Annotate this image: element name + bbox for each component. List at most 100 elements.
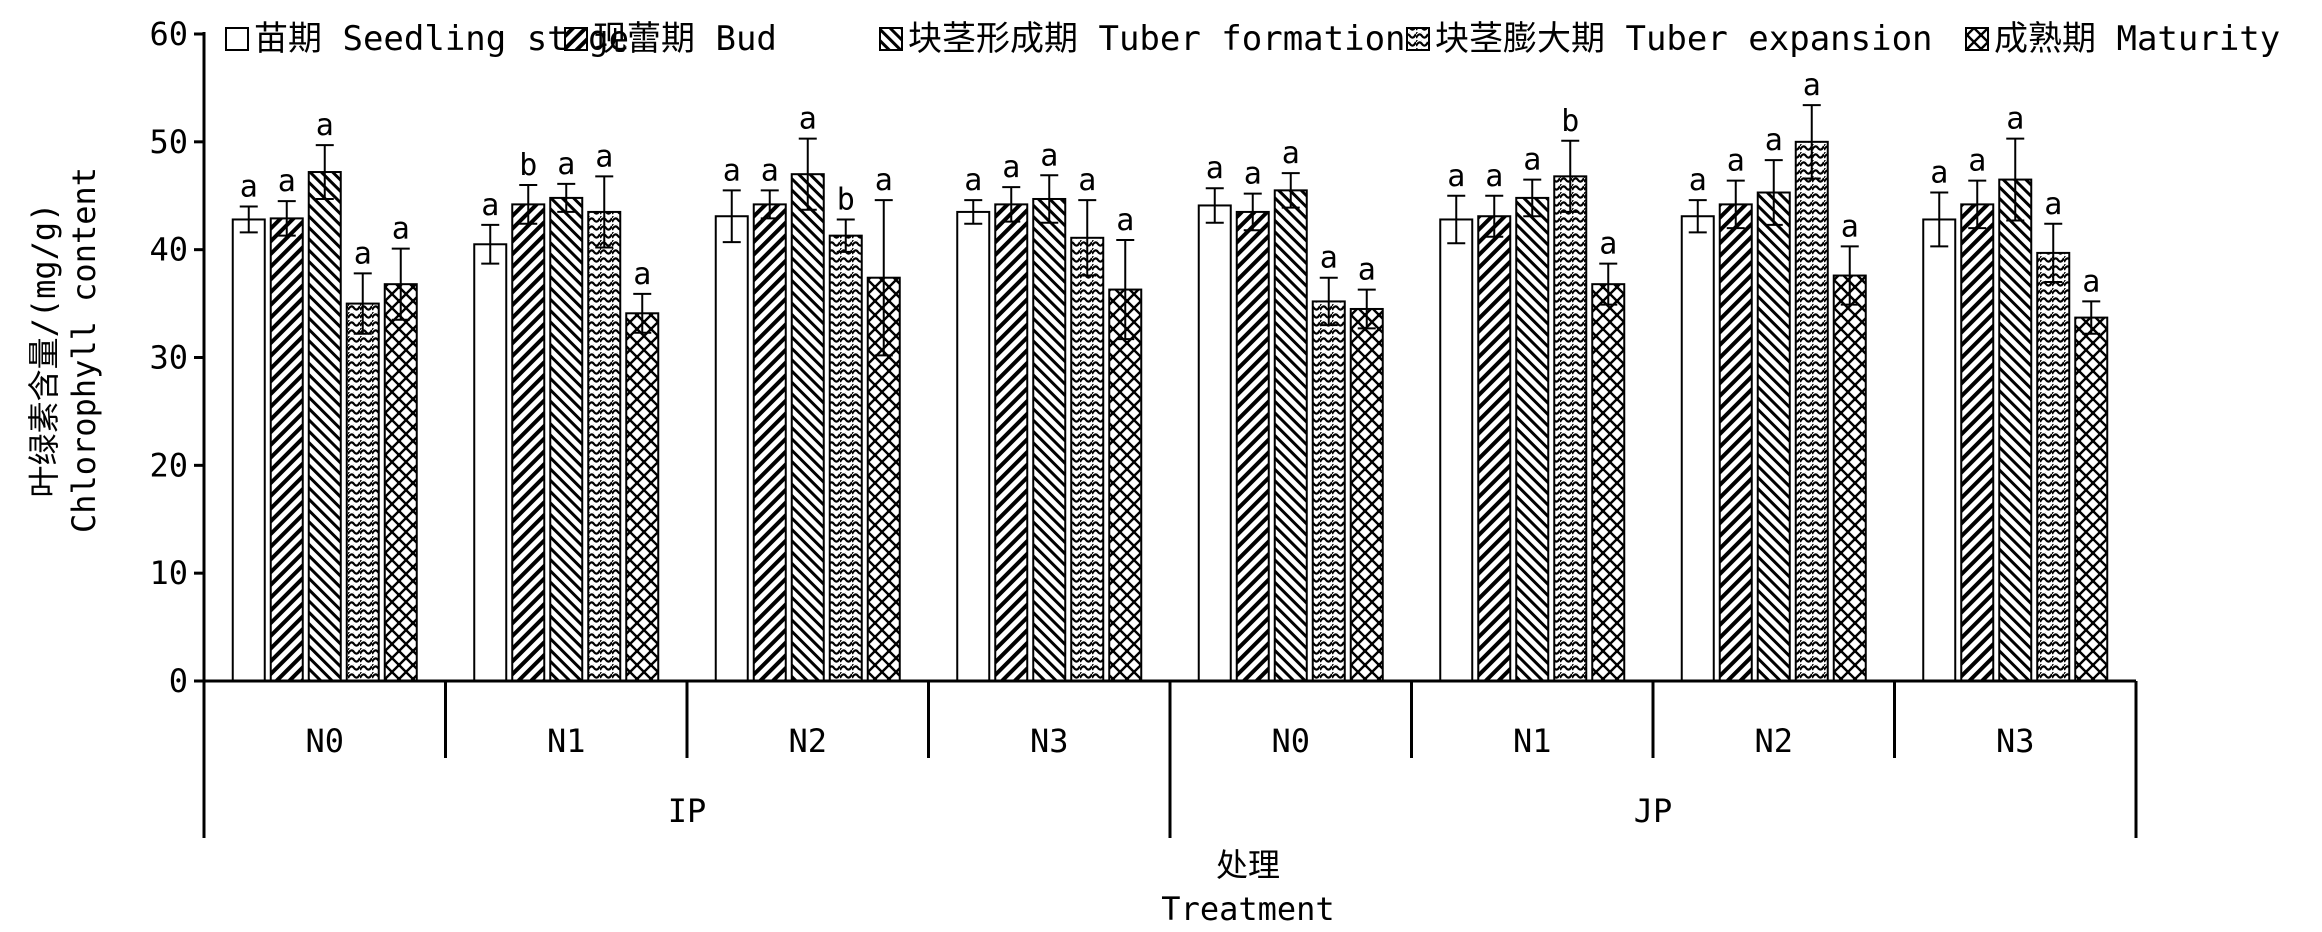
legend-entry: 块茎膨大期 Tuber expansion [1435,19,1933,59]
significance-letter: a [1320,241,1338,276]
significance-letter: a [723,153,741,188]
category-label: N0 [1271,722,1310,760]
significance-letter: a [316,108,334,143]
bar [1758,193,1790,681]
significance-letter: a [799,102,817,137]
significance-letter: a [1841,209,1859,244]
bar [1478,216,1510,681]
bar [233,219,265,681]
legend-entry: 现蕾期 Bud [593,19,777,59]
bar [1351,309,1383,681]
significance-letter: a [1358,253,1376,288]
bar [1109,290,1141,681]
significance-letter: a [1930,156,1948,191]
significance-letter: a [1116,203,1134,238]
x-axis-title-english: Treatment [1161,890,1334,928]
bar [716,216,748,681]
significance-letter: a [1485,159,1503,194]
category-label: N3 [1030,722,1069,760]
significance-letter: a [1078,163,1096,198]
legend-entry: 块茎形成期 Tuber formation [908,19,1406,59]
significance-letter: a [1727,144,1745,179]
y-tick-label: 40 [149,231,188,269]
bar [1440,219,1472,681]
bar [1516,198,1548,681]
significance-letter: a [964,163,982,198]
significance-letter: a [1523,143,1541,178]
y-axis-title-chinese: 叶绿素含量/(mg/g) [25,203,63,498]
significance-letter: a [278,164,296,199]
bar [474,244,506,681]
category-label: N1 [547,722,586,760]
significance-letter: a [2082,264,2100,299]
significance-letter: b [837,182,855,217]
bar [957,212,989,681]
significance-letter: a [1040,138,1058,173]
y-tick-label: 0 [169,662,188,700]
bar-series-layer [233,142,2108,681]
significance-letter: a [481,188,499,223]
significance-letter: a [2006,102,2024,137]
bar [626,313,658,681]
significance-letter: a [354,236,372,271]
bar [1834,276,1866,681]
significance-letter: a [1244,157,1262,192]
legend-entry: 成熟期 Maturity [1994,19,2280,59]
bar [1682,216,1714,681]
bar [1796,142,1828,681]
significance-letter: a [557,147,575,182]
significance-letter: a [392,212,410,247]
y-axis-title: 叶绿素含量/(mg/g) Chlorophyll content [25,167,103,533]
significance-letter: a [875,163,893,198]
bar [2037,253,2069,681]
y-tick-label: 20 [149,446,188,484]
bar [1999,180,2031,681]
bar [1199,205,1231,681]
significance-letter: a [1447,159,1465,194]
legend-swatch [1966,28,1988,50]
legend-swatch [1407,28,1429,50]
significance-letter: a [1002,150,1020,185]
bar [754,204,786,681]
x-axis-title-chinese: 处理 [1216,846,1280,884]
bar [1720,204,1752,681]
group-label: JP [1634,792,1673,830]
significance-letter: a [1282,136,1300,171]
bar [1071,238,1103,681]
y-tick-label: 50 [149,123,188,161]
bar [1275,190,1307,681]
significance-letter: a [1765,123,1783,158]
category-label: N2 [1754,722,1793,760]
significance-letter: b [519,148,537,183]
y-tick-label: 60 [149,15,188,53]
bar [830,236,862,681]
significance-letter: a [595,139,613,174]
legend-swatch [565,28,587,50]
bar [1237,212,1269,681]
category-label: N1 [1513,722,1552,760]
bar [385,284,417,681]
significance-letter: a [633,257,651,292]
y-tick-label: 30 [149,339,188,377]
y-tick-label: 10 [149,554,188,592]
bar [1961,204,1993,681]
legend-swatch [226,28,248,50]
category-label: N3 [1996,722,2035,760]
significance-letter: a [1968,144,1986,179]
y-axis-title-english: Chlorophyll content [65,167,103,533]
x-axis-title: 处理 Treatment [1161,846,1334,928]
significance-letter: a [1803,68,1821,103]
bar [271,218,303,681]
significance-letter: a [1689,163,1707,198]
significance-letter: a [1206,151,1224,186]
bar [792,174,824,681]
bar [1033,199,1065,681]
significance-letter: a [761,153,779,188]
significance-letter: b [1561,104,1579,139]
bar [309,172,341,681]
bar [1554,176,1586,681]
bar [1313,301,1345,681]
bar [1592,284,1624,681]
